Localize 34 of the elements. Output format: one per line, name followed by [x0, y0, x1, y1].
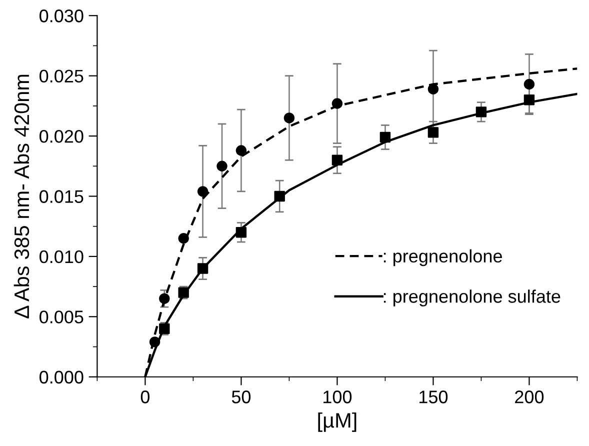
point: [524, 94, 535, 106]
point: [236, 227, 247, 238]
x-tick-label: 0: [140, 390, 150, 404]
point: [524, 78, 535, 90]
y-tick-label: 0.010: [40, 250, 84, 264]
point: [149, 336, 160, 348]
point: [178, 233, 189, 244]
point: [274, 190, 285, 202]
x-tick-label: 50: [232, 390, 251, 404]
y-tick-label: 0.025: [40, 70, 84, 83]
y-axis-title: Δ Abs 385 nm- Abs 420nm: [14, 74, 30, 318]
point: [428, 127, 439, 138]
point: [332, 98, 343, 109]
x-tick-label: 200: [515, 390, 544, 404]
point: [197, 263, 208, 274]
point: [216, 160, 228, 172]
x-tick-label: 150: [420, 390, 448, 404]
x-tick-label: 100: [324, 390, 352, 404]
point: [332, 154, 343, 166]
y-tick-label: 0.015: [40, 190, 84, 203]
point: [159, 293, 170, 304]
point: [197, 186, 208, 197]
point: [236, 145, 247, 156]
y-tick-label: 0.020: [40, 130, 84, 143]
y-tick-label: 0.005: [40, 310, 84, 324]
point: [284, 112, 295, 124]
legend-label: : pregnenolone: [384, 249, 502, 266]
x-axis-title: [µM]: [318, 412, 356, 432]
point: [428, 84, 439, 94]
point: [476, 106, 487, 118]
point: [380, 132, 391, 143]
legend-label: : pregnenolone sulfate: [384, 290, 560, 306]
y-tick-label: 0.030: [40, 10, 84, 22]
y-tick-label: 0.000: [40, 370, 84, 384]
